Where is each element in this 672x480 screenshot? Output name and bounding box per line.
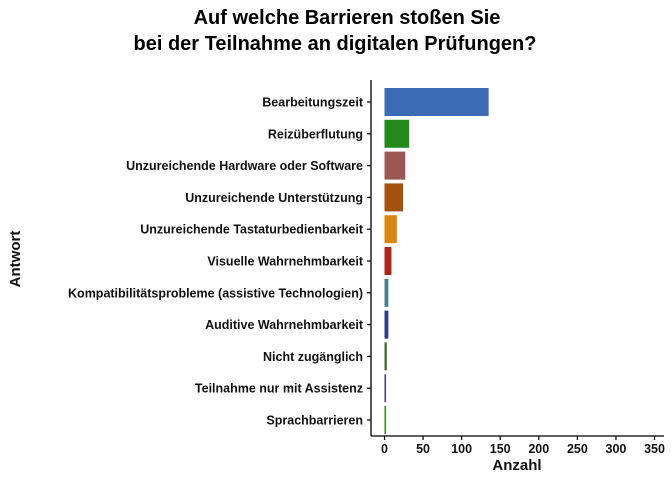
bar xyxy=(384,183,404,212)
x-tick-label: 150 xyxy=(490,442,511,456)
x-tick-label: 100 xyxy=(451,442,472,456)
category-label: Teilnahme nur mit Assistenz xyxy=(195,382,363,396)
x-tick-label: 50 xyxy=(416,442,430,456)
category-label: Visuelle Wahrnehmbarkeit xyxy=(207,255,363,269)
x-tick-label: 200 xyxy=(528,442,549,456)
bar xyxy=(384,342,387,371)
category-label: Auditive Wahrnehmbarkeit xyxy=(205,318,364,332)
category-label: Unzureichende Tastaturbedienbarkeit xyxy=(140,223,364,237)
bar xyxy=(384,310,389,339)
x-tick-label: 250 xyxy=(567,442,588,456)
bar xyxy=(384,406,387,434)
bar xyxy=(384,88,489,116)
category-label: Unzureichende Hardware oder Software xyxy=(126,159,363,173)
category-label: Bearbeitungszeit xyxy=(262,96,364,110)
bar xyxy=(384,119,410,148)
x-tick-label: 300 xyxy=(606,442,627,456)
category-label: Reizüberflutung xyxy=(268,127,363,141)
bar xyxy=(384,374,387,403)
bars-group xyxy=(384,88,489,434)
bar xyxy=(384,151,406,180)
x-tick-label: 350 xyxy=(644,442,665,456)
x-axis-title: Anzahl xyxy=(492,457,541,474)
category-label: Kompatibilitätsprobleme (assistive Techn… xyxy=(68,286,363,300)
x-tick-label: 0 xyxy=(381,442,388,456)
y-axis-title: Antwort xyxy=(7,231,24,288)
chart-title-line-2: bei der Teilnahme an digitalen Prüfungen… xyxy=(133,33,536,55)
category-labels: Bearbeitungszeit Reizüberflutung Unzureich… xyxy=(68,96,371,428)
bar xyxy=(384,215,397,244)
category-label: Nicht zugänglich xyxy=(263,350,363,364)
chart-title-line-1: Auf welche Barrieren stoßen Sie xyxy=(194,7,501,29)
category-label: Sprachbarrieren xyxy=(266,414,363,428)
x-axis-ticks: 0 50 100 150 200 250 300 350 xyxy=(381,436,665,456)
bar xyxy=(384,247,392,275)
category-label: Unzureichende Unterstützung xyxy=(185,191,363,205)
bar xyxy=(384,278,389,307)
